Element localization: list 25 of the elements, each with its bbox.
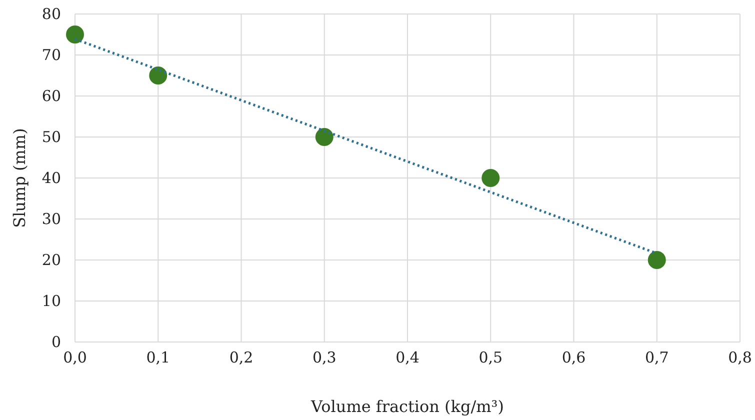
x-tick-label: 0,0 [63,348,87,367]
x-tick-label: 0,8 [728,348,752,367]
y-tick-label: 40 [42,168,61,187]
point [482,169,500,187]
y-tick-label: 50 [42,128,61,146]
point [648,251,666,269]
x-tick-label: 0,3 [312,348,336,367]
y-tick-label: 80 [42,4,61,23]
x-tick-label: 0,2 [229,348,254,367]
x-tick-label: 0,4 [396,348,420,367]
y-tick-label: 60 [42,86,61,105]
x-tick-label: 0,1 [146,348,170,367]
y-tick-label: 20 [42,250,61,269]
y-tick-label: 30 [42,210,61,228]
point [149,66,168,84]
point [66,26,84,44]
y-tick-label: 70 [42,46,61,64]
y-axis-title: Slump (mm) [10,128,29,228]
point [315,128,334,146]
x-axis-title: Volume fraction (kg/m³) [310,397,504,416]
x-tick-label: 0,5 [478,348,503,367]
x-tick-label: 0,7 [644,348,669,367]
y-tick-label: 0 [51,332,61,351]
x-tick-label: 0,6 [562,348,586,367]
y-tick-label: 10 [42,292,61,310]
